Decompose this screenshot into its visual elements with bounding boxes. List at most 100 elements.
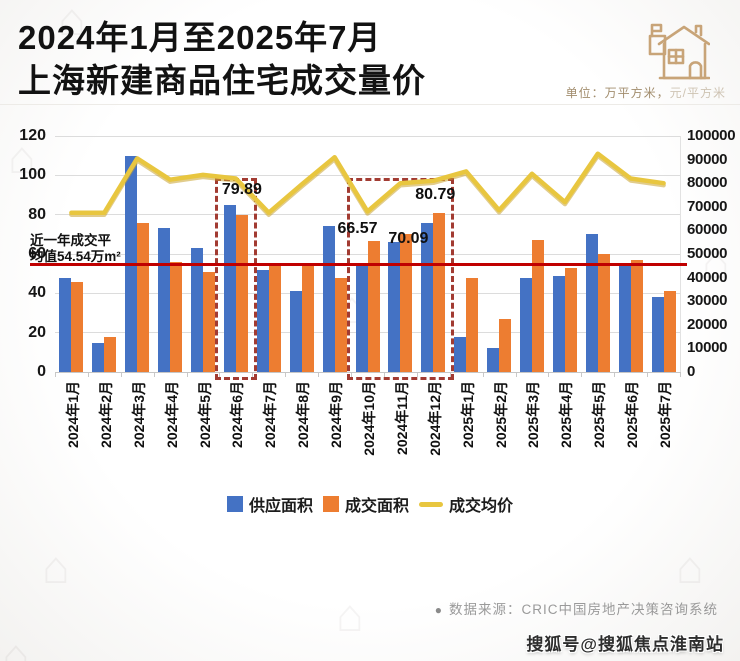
transaction-bar bbox=[203, 271, 216, 372]
data-source: ● 数据来源：CRIC中国房地产决策咨询系统 bbox=[435, 598, 718, 618]
ghost-house-icon: ⌂ bbox=[42, 541, 70, 593]
transaction-bar bbox=[597, 254, 610, 372]
legend-label: 供应面积 bbox=[248, 498, 313, 515]
data-source-text: 数据来源：CRIC中国房地产决策咨询系统 bbox=[449, 602, 718, 617]
transaction-bar bbox=[367, 241, 380, 372]
axis-tick bbox=[219, 373, 221, 377]
right-axis-tick-label: 20000 bbox=[687, 315, 728, 333]
axis-tick bbox=[416, 373, 418, 377]
axis-tick bbox=[153, 373, 155, 377]
supply-bar bbox=[256, 269, 269, 372]
title-line-2: 上海新建商品住宅成交量价 bbox=[18, 62, 426, 99]
axis-tick bbox=[614, 373, 616, 377]
average-reference-line bbox=[30, 263, 687, 266]
legend-bar-swatch bbox=[322, 496, 339, 512]
supply-bar bbox=[618, 265, 631, 372]
watermark-text: 搜狐号@搜狐焦点淮南站 bbox=[526, 635, 724, 654]
chart-legend: 供应面积 成交面积 成交均价 bbox=[0, 492, 740, 516]
x-axis-tick-label: 2024年4月 bbox=[163, 381, 180, 448]
axis-tick bbox=[647, 373, 649, 377]
legend-bar-swatch bbox=[226, 496, 243, 512]
axis-tick bbox=[515, 373, 517, 377]
unit-note-dim: 元/平方米 bbox=[669, 86, 726, 100]
plot-border bbox=[680, 136, 681, 372]
left-axis-tick-label: 20 bbox=[28, 323, 46, 341]
supply-bar bbox=[223, 204, 236, 372]
transaction-bar bbox=[564, 267, 577, 372]
left-axis-tick-label: 60 bbox=[28, 245, 46, 262]
left-axis-tick-label: 40 bbox=[28, 284, 46, 302]
x-axis-tick-label: 2025年5月 bbox=[591, 381, 608, 448]
supply-bar bbox=[421, 222, 434, 372]
right-axis-tick-label: 30000 bbox=[687, 292, 728, 310]
gridline bbox=[55, 174, 680, 176]
supply-bar bbox=[454, 336, 467, 372]
unit-note: 单位：万平方米，元/平方米 bbox=[566, 84, 726, 101]
average-annotation-line1: 近一年成交平 bbox=[30, 233, 111, 248]
x-axis-tick-label: 2024年12月 bbox=[426, 381, 443, 456]
gridline bbox=[55, 135, 680, 137]
title-line-1: 2024年1月至2025年7月 bbox=[18, 19, 382, 56]
average-annotation-line2: 均值54.54万m² bbox=[30, 249, 121, 264]
average-annotation: 近一年成交平 均值54.54万m² bbox=[30, 233, 121, 265]
axis-tick bbox=[383, 373, 385, 377]
axis-tick bbox=[252, 373, 254, 377]
supply-bar bbox=[552, 275, 565, 372]
x-axis-tick-label: 2025年7月 bbox=[657, 381, 674, 448]
transaction-bar bbox=[400, 234, 413, 372]
supply-bar bbox=[651, 297, 664, 372]
left-axis-tick-label: 100 bbox=[19, 166, 46, 184]
supply-bar bbox=[519, 277, 532, 372]
bar-value-label: 70.09 bbox=[388, 230, 429, 248]
transaction-bar bbox=[71, 281, 84, 372]
transaction-bar bbox=[531, 240, 544, 372]
axis-tick bbox=[482, 373, 484, 377]
axis-tick bbox=[120, 373, 122, 377]
highlight-box bbox=[346, 178, 455, 380]
transaction-bar bbox=[301, 265, 314, 372]
legend-item-成交均价: 成交均价 bbox=[419, 492, 513, 516]
x-axis-tick-label: 2024年5月 bbox=[196, 381, 213, 448]
x-axis-tick-label: 2025年2月 bbox=[492, 381, 509, 448]
transaction-bar bbox=[334, 277, 347, 372]
axis-tick bbox=[318, 373, 320, 377]
bar-value-label: 66.57 bbox=[337, 220, 378, 238]
ghost-house-icon: ⌂ bbox=[336, 589, 364, 641]
x-axis-tick-label: 2025年6月 bbox=[624, 381, 641, 448]
ghost-house-icon: ⌂ bbox=[2, 629, 30, 661]
supply-bar bbox=[355, 265, 368, 372]
source-bullet-icon: ● bbox=[434, 603, 443, 617]
right-axis-tick-label: 10000 bbox=[687, 339, 728, 357]
right-axis-tick-label: 50000 bbox=[687, 245, 728, 262]
right-axis-tick-label: 100000 bbox=[687, 127, 736, 144]
bar-value-label: 80.79 bbox=[415, 186, 456, 204]
x-axis-tick-label: 2024年3月 bbox=[130, 381, 147, 448]
supply-bar bbox=[289, 291, 302, 372]
transaction-bar bbox=[499, 318, 512, 372]
unit-note-main: 单位：万平方米， bbox=[565, 86, 670, 100]
legend-line-swatch bbox=[419, 501, 443, 507]
axis-tick bbox=[186, 373, 188, 377]
x-axis-tick-label: 2025年1月 bbox=[459, 381, 476, 448]
x-axis-tick-label: 2024年7月 bbox=[262, 381, 279, 448]
left-axis-tick-label: 80 bbox=[28, 205, 46, 223]
legend-item-供应面积: 供应面积 bbox=[226, 492, 313, 516]
x-axis-tick-label: 2024年11月 bbox=[393, 381, 410, 455]
supply-bar bbox=[487, 348, 500, 372]
supply-bar bbox=[59, 277, 72, 372]
right-axis-tick-label: 80000 bbox=[687, 174, 728, 192]
supply-bar bbox=[322, 226, 335, 372]
transaction-bar bbox=[433, 213, 446, 372]
transaction-bar bbox=[235, 214, 248, 372]
axis-tick bbox=[351, 373, 353, 377]
house-logo-icon bbox=[648, 23, 710, 80]
supply-bar bbox=[585, 234, 598, 372]
ghost-house-icon: ⌂ bbox=[58, 0, 86, 45]
x-axis-tick-label: 2024年2月 bbox=[97, 381, 114, 448]
chart-plot-area: 79.89 66.57 70.09 80.79 bbox=[55, 135, 681, 380]
axis-tick bbox=[449, 373, 451, 377]
x-axis-tick-label: 2024年6月 bbox=[229, 381, 246, 448]
transaction-bar bbox=[268, 265, 281, 372]
supply-bar bbox=[388, 242, 401, 372]
